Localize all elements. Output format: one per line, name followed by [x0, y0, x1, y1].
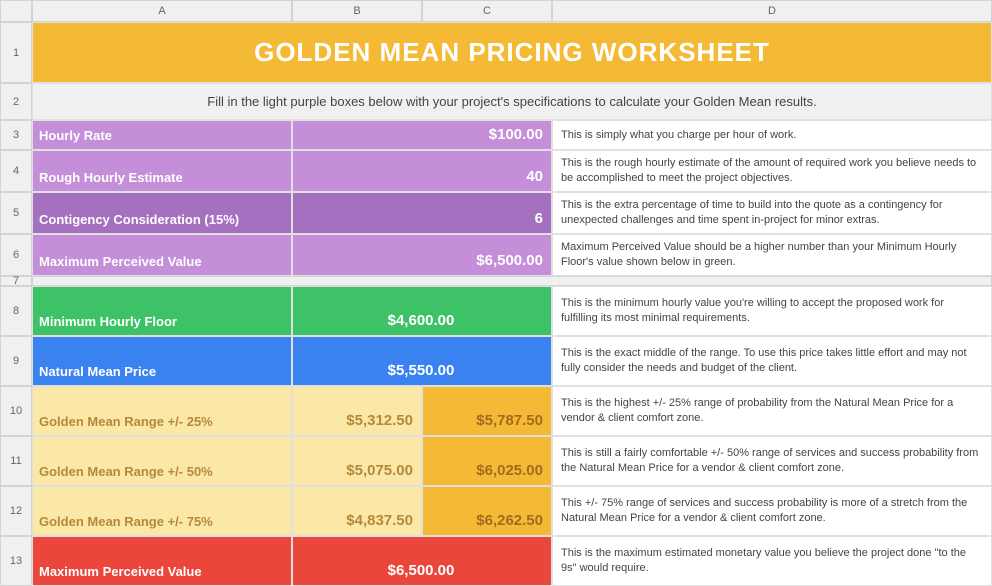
min-floor-label[interactable]: Minimum Hourly Floor [32, 286, 292, 336]
row-header-7[interactable]: 7 [0, 276, 32, 286]
row-header-3[interactable]: 3 [0, 120, 32, 150]
natural-mean-value[interactable]: $5,550.00 [292, 336, 552, 386]
max-value-label[interactable]: Maximum Perceived Value [32, 536, 292, 586]
contingency-desc[interactable]: This is the extra percentage of time to … [552, 192, 992, 234]
range25-desc[interactable]: This is the highest +/- 25% range of pro… [552, 386, 992, 436]
hourly-rate-value[interactable]: $100.00 [292, 120, 552, 150]
hourly-rate-label[interactable]: Hourly Rate [32, 120, 292, 150]
natural-mean-label[interactable]: Natural Mean Price [32, 336, 292, 386]
row-header-11[interactable]: 11 [0, 436, 32, 486]
row-header-9[interactable]: 9 [0, 336, 32, 386]
worksheet-title[interactable]: GOLDEN MEAN PRICING WORKSHEET [32, 22, 992, 83]
contingency-label[interactable]: Contigency Consideration (15%) [32, 192, 292, 234]
row-header-8[interactable]: 8 [0, 286, 32, 336]
hourly-rate-desc[interactable]: This is simply what you charge per hour … [552, 120, 992, 150]
row-header-13[interactable]: 13 [0, 536, 32, 586]
max-value-value[interactable]: $6,500.00 [292, 536, 552, 586]
instructions-text[interactable]: Fill in the light purple boxes below wit… [32, 83, 992, 120]
row-header-2[interactable]: 2 [0, 83, 32, 120]
col-header-c[interactable]: C [422, 0, 552, 22]
spreadsheet-grid: A B C D 1 GOLDEN MEAN PRICING WORKSHEET … [0, 0, 992, 586]
rough-estimate-desc[interactable]: This is the rough hourly estimate of the… [552, 150, 992, 192]
max-perceived-label[interactable]: Maximum Perceived Value [32, 234, 292, 276]
min-floor-desc[interactable]: This is the minimum hourly value you're … [552, 286, 992, 336]
contingency-value[interactable]: 6 [292, 192, 552, 234]
range75-label[interactable]: Golden Mean Range +/- 75% [32, 486, 292, 536]
col-header-a[interactable]: A [32, 0, 292, 22]
range25-high[interactable]: $5,787.50 [422, 386, 552, 436]
row-header-10[interactable]: 10 [0, 386, 32, 436]
range75-low[interactable]: $4,837.50 [292, 486, 422, 536]
row-header-6[interactable]: 6 [0, 234, 32, 276]
corner-cell[interactable] [0, 0, 32, 22]
col-header-d[interactable]: D [552, 0, 992, 22]
range75-high[interactable]: $6,262.50 [422, 486, 552, 536]
range50-label[interactable]: Golden Mean Range +/- 50% [32, 436, 292, 486]
max-perceived-desc[interactable]: Maximum Perceived Value should be a high… [552, 234, 992, 276]
spacer-row [32, 276, 992, 286]
min-floor-value[interactable]: $4,600.00 [292, 286, 552, 336]
row-header-5[interactable]: 5 [0, 192, 32, 234]
rough-estimate-label[interactable]: Rough Hourly Estimate [32, 150, 292, 192]
row-header-12[interactable]: 12 [0, 486, 32, 536]
range50-desc[interactable]: This is still a fairly comfortable +/- 5… [552, 436, 992, 486]
range25-label[interactable]: Golden Mean Range +/- 25% [32, 386, 292, 436]
row-header-4[interactable]: 4 [0, 150, 32, 192]
range75-desc[interactable]: This +/- 75% range of services and succe… [552, 486, 992, 536]
range50-low[interactable]: $5,075.00 [292, 436, 422, 486]
natural-mean-desc[interactable]: This is the exact middle of the range. T… [552, 336, 992, 386]
range50-high[interactable]: $6,025.00 [422, 436, 552, 486]
max-perceived-value[interactable]: $6,500.00 [292, 234, 552, 276]
max-value-desc[interactable]: This is the maximum estimated monetary v… [552, 536, 992, 586]
row-header-1[interactable]: 1 [0, 22, 32, 83]
col-header-b[interactable]: B [292, 0, 422, 22]
range25-low[interactable]: $5,312.50 [292, 386, 422, 436]
rough-estimate-value[interactable]: 40 [292, 150, 552, 192]
